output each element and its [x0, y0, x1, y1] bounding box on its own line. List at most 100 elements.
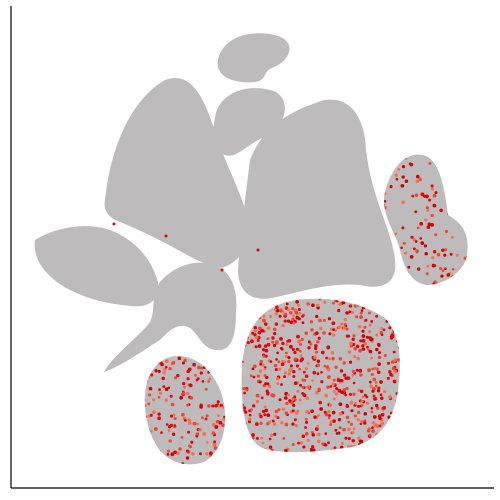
- data-point: [319, 407, 324, 411]
- data-point: [199, 405, 203, 409]
- data-point: [146, 370, 151, 374]
- data-point: [307, 346, 311, 350]
- data-point: [345, 311, 349, 315]
- data-point: [345, 334, 350, 338]
- data-point: [343, 450, 346, 453]
- data-point: [277, 360, 281, 364]
- data-point: [255, 393, 260, 398]
- data-point: [261, 363, 265, 367]
- data-point: [323, 300, 327, 304]
- data-point: [286, 393, 290, 397]
- data-point: [386, 376, 390, 380]
- data-point: [301, 391, 305, 395]
- data-point: [293, 381, 298, 386]
- data-point: [361, 448, 365, 452]
- data-point: [289, 364, 293, 368]
- data-point: [304, 367, 308, 371]
- data-point: [250, 339, 254, 344]
- data-point: [363, 412, 368, 416]
- data-point: [262, 314, 266, 318]
- data-point: [398, 449, 400, 453]
- data-point: [214, 404, 218, 408]
- data-point: [202, 365, 206, 370]
- data-point: [279, 337, 283, 341]
- data-point: [262, 354, 266, 358]
- data-point: [391, 151, 395, 155]
- data-point: [286, 319, 291, 323]
- data-point: [268, 420, 272, 424]
- data-point: [154, 369, 158, 373]
- data-point: [292, 403, 296, 407]
- data-point: [349, 400, 354, 405]
- data-point: [207, 362, 211, 366]
- data-point: [394, 306, 399, 311]
- data-point: [393, 358, 398, 362]
- data-point: [219, 463, 223, 465]
- data-point: [350, 409, 354, 413]
- data-point: [359, 315, 363, 320]
- data-point: [276, 453, 279, 456]
- data-point: [324, 393, 328, 398]
- data-point: [251, 445, 256, 449]
- data-point: [414, 240, 418, 243]
- data-point: [399, 318, 400, 322]
- data-point: [329, 420, 333, 424]
- data-point: [337, 418, 342, 422]
- data-point: [187, 430, 191, 434]
- data-point: [384, 192, 387, 196]
- data-point: [394, 332, 398, 336]
- data-point: [211, 431, 216, 435]
- data-point: [430, 223, 434, 227]
- data-point: [261, 409, 266, 414]
- data-point: [275, 341, 279, 345]
- data-point: [252, 442, 256, 446]
- data-point: [441, 248, 445, 252]
- data-point: [381, 304, 385, 308]
- data-point: [384, 451, 389, 453]
- data-point: [357, 436, 361, 440]
- data-point: [300, 357, 305, 361]
- data-point: [361, 338, 366, 343]
- data-point: [173, 416, 177, 421]
- data-point: [315, 390, 319, 395]
- data-point: [168, 439, 172, 443]
- data-point: [359, 339, 363, 343]
- data-point: [353, 445, 356, 448]
- data-point: [212, 457, 216, 460]
- data-point: [259, 421, 263, 426]
- data-point: [380, 396, 384, 400]
- data-point: [388, 395, 392, 399]
- data-point: [370, 406, 374, 410]
- data-point: [425, 272, 429, 276]
- data-point: [377, 386, 381, 390]
- data-point: [241, 450, 245, 453]
- data-point: [350, 449, 355, 453]
- data-point: [284, 422, 289, 427]
- data-point: [207, 404, 211, 408]
- data-point: [353, 355, 357, 359]
- data-point: [369, 337, 374, 342]
- data-point: [271, 419, 275, 423]
- data-point: [261, 441, 265, 445]
- data-point: [398, 423, 400, 428]
- data-point: [407, 284, 411, 286]
- data-point: [252, 375, 256, 379]
- data-point: [386, 284, 390, 286]
- data-point: [466, 222, 468, 226]
- data-point: [460, 281, 464, 286]
- data-point: [454, 179, 458, 182]
- data-point: [451, 167, 456, 172]
- data-point: [267, 384, 272, 389]
- data-point: [211, 422, 216, 427]
- data-point: [150, 461, 155, 465]
- data-point: [310, 409, 314, 414]
- data-point: [368, 433, 372, 437]
- data-point: [297, 339, 301, 344]
- data-point: [286, 339, 290, 343]
- data-point: [388, 326, 392, 330]
- data-point: [378, 416, 382, 421]
- data-point: [348, 392, 353, 396]
- data-point: [427, 222, 432, 227]
- data-point: [301, 321, 305, 325]
- data-point: [343, 391, 347, 395]
